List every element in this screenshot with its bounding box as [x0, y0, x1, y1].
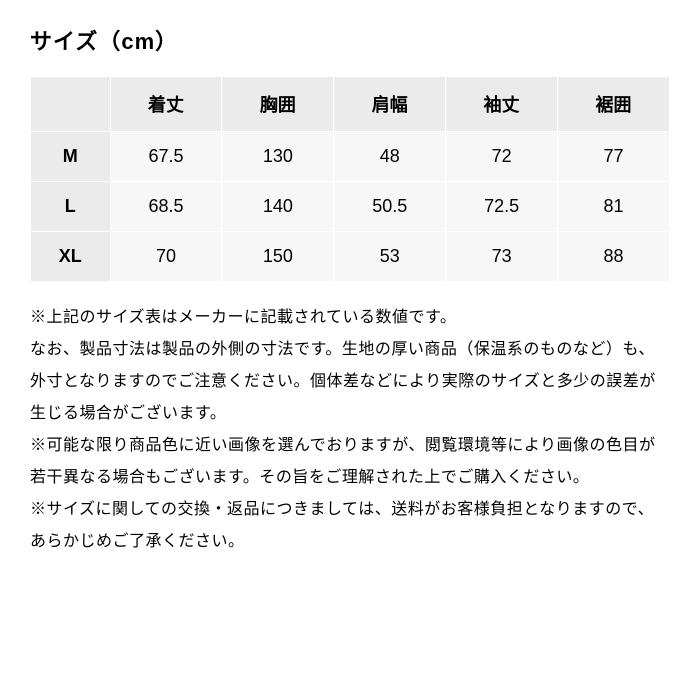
size-label: L [31, 182, 111, 232]
cell: 68.5 [110, 182, 222, 232]
size-chart-title: サイズ（cm） [30, 24, 670, 56]
header-blank [31, 77, 111, 132]
cell: 140 [222, 182, 334, 232]
cell: 70 [110, 232, 222, 282]
col-header: 胸囲 [222, 77, 334, 132]
cell: 50.5 [334, 182, 446, 232]
note-text: なお、製品寸法は製品の外側の寸法です。生地の厚い商品（保温系のものなど）も、外寸… [30, 334, 670, 430]
notes-section: ※上記のサイズ表はメーカーに記載されている数値です。 なお、製品寸法は製品の外側… [30, 302, 670, 558]
note-text: ※上記のサイズ表はメーカーに記載されている数値です。 [30, 302, 670, 334]
note-text: ※サイズに関しての交換・返品につきましては、送料がお客様負担となりますので、あら… [30, 494, 670, 558]
size-table: 着丈 胸囲 肩幅 袖丈 裾囲 M 67.5 130 48 72 77 L 68.… [30, 76, 670, 282]
cell: 67.5 [110, 132, 222, 182]
table-row: L 68.5 140 50.5 72.5 81 [31, 182, 670, 232]
cell: 72 [446, 132, 558, 182]
cell: 73 [446, 232, 558, 282]
note-text: ※可能な限り商品色に近い画像を選んでおりますが、閲覧環境等により画像の色目が若干… [30, 430, 670, 494]
cell: 130 [222, 132, 334, 182]
col-header: 裾囲 [558, 77, 670, 132]
cell: 72.5 [446, 182, 558, 232]
cell: 88 [558, 232, 670, 282]
table-row: XL 70 150 53 73 88 [31, 232, 670, 282]
size-label: XL [31, 232, 111, 282]
col-header: 袖丈 [446, 77, 558, 132]
size-label: M [31, 132, 111, 182]
cell: 48 [334, 132, 446, 182]
col-header: 着丈 [110, 77, 222, 132]
cell: 77 [558, 132, 670, 182]
cell: 150 [222, 232, 334, 282]
table-row: M 67.5 130 48 72 77 [31, 132, 670, 182]
cell: 81 [558, 182, 670, 232]
cell: 53 [334, 232, 446, 282]
col-header: 肩幅 [334, 77, 446, 132]
